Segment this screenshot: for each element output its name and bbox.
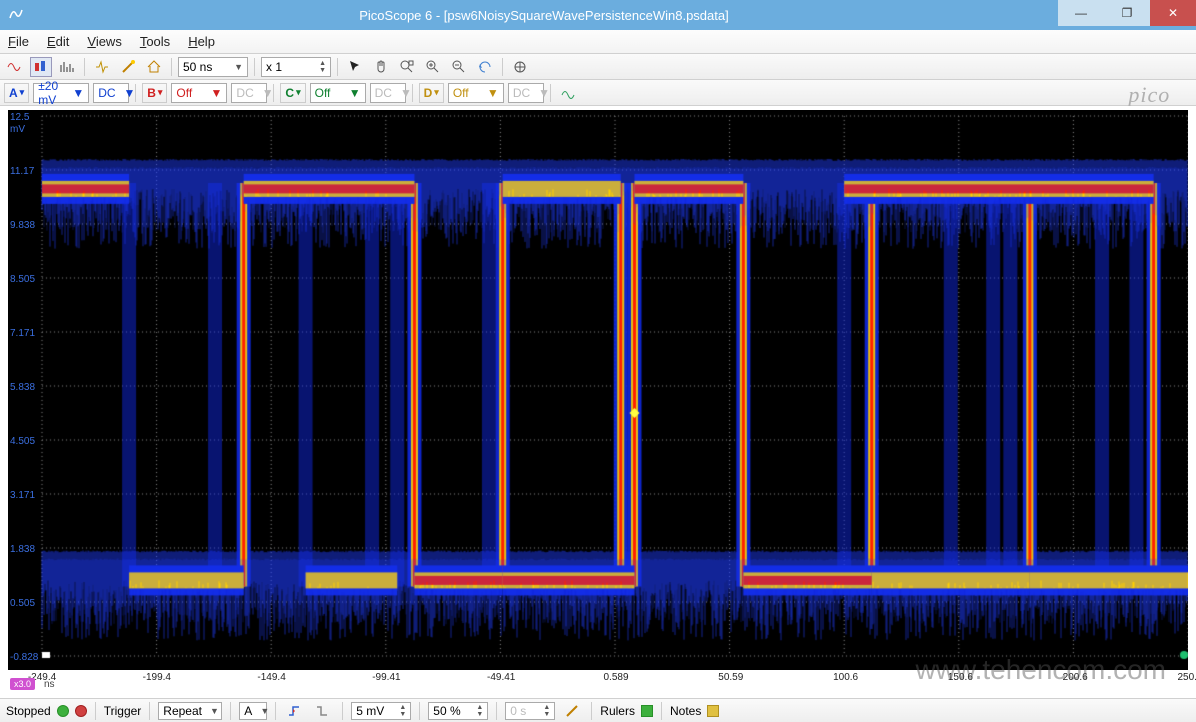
undo-zoom-icon[interactable] [474, 57, 496, 77]
rulers-label: Rulers [600, 704, 635, 718]
trigger-label: Trigger [104, 704, 142, 718]
zoom-box-icon[interactable] [396, 57, 418, 77]
channel-b-range[interactable]: Off▼ [171, 83, 227, 103]
trigger-threshold-spinner[interactable]: 5 mV▲▼ [351, 702, 411, 720]
channel-c-coupling[interactable]: DC▼ [370, 83, 406, 103]
menu-views[interactable]: Views [87, 34, 121, 49]
channel-b-coupling[interactable]: DC▼ [231, 83, 267, 103]
channel-a-range[interactable]: ±20 mV▼ [33, 83, 89, 103]
spectrum-mode-icon[interactable] [56, 57, 78, 77]
channel-d-button[interactable]: D▾ [419, 83, 444, 103]
main-toolbar: 50 ns▼ x 1▲▼ [0, 54, 1196, 80]
notes-label: Notes [670, 704, 701, 718]
marker-icon[interactable] [509, 57, 531, 77]
channels-toolbar: A▾ ±20 mV▼ DC▼ B▾ Off▼ DC▼ C▾ Off▼ DC▼ D… [0, 80, 1196, 106]
zoom-out-icon[interactable] [448, 57, 470, 77]
channel-b-button[interactable]: B▾ [142, 83, 167, 103]
minimize-button[interactable]: — [1058, 0, 1104, 26]
trigger-settings-icon[interactable] [561, 701, 583, 721]
math-channel-icon[interactable] [557, 83, 579, 103]
signal-gen-icon[interactable] [91, 57, 113, 77]
channel-d-range[interactable]: Off▼ [448, 83, 504, 103]
close-button[interactable]: ✕ [1150, 0, 1196, 26]
stop-icon[interactable] [75, 705, 87, 717]
wand-icon[interactable] [117, 57, 139, 77]
menu-help[interactable]: Help [188, 34, 215, 49]
trigger-channel-combo[interactable]: A▼ [239, 702, 267, 720]
falling-edge-icon[interactable] [312, 701, 334, 721]
zoom-in-icon[interactable] [422, 57, 444, 77]
trigger-mode-combo[interactable]: Repeat▼ [158, 702, 222, 720]
scope-display[interactable] [8, 110, 1188, 670]
rulers-icon[interactable] [641, 705, 653, 717]
pretrigger-spinner[interactable]: 50 %▲▼ [428, 702, 488, 720]
titlebar: PicoScope 6 - [psw6NoisySquareWavePersis… [0, 0, 1196, 30]
channel-d-coupling[interactable]: DC▼ [508, 83, 544, 103]
menu-edit[interactable]: Edit [47, 34, 69, 49]
timebase-combo[interactable]: 50 ns▼ [178, 57, 248, 77]
scope-mode-icon[interactable] [4, 57, 26, 77]
channel-c-range[interactable]: Off▼ [310, 83, 366, 103]
maximize-button[interactable]: ❐ [1104, 0, 1150, 26]
x-unit-label: ns [44, 679, 55, 690]
window-title: PicoScope 6 - [psw6NoisySquareWavePersis… [30, 8, 1058, 23]
menubar: File Edit Views Tools Help [0, 30, 1196, 54]
running-status: Stopped [6, 704, 51, 718]
zoom-factor-spinner[interactable]: x 1▲▼ [261, 57, 331, 77]
hand-icon[interactable] [370, 57, 392, 77]
statusbar: Stopped Trigger Repeat▼ A▼ 5 mV▲▼ 50 %▲▼… [0, 698, 1196, 722]
menu-file[interactable]: File [8, 34, 29, 49]
channel-a-button[interactable]: A▾ [4, 83, 29, 103]
home-icon[interactable] [143, 57, 165, 77]
notes-icon[interactable] [707, 705, 719, 717]
zoom-badge: x3.0 [10, 678, 35, 690]
persistence-mode-icon[interactable] [30, 57, 52, 77]
app-icon [8, 6, 24, 25]
trigger-delay-spinner[interactable]: 0 s▲▼ [505, 702, 555, 720]
channel-a-coupling[interactable]: DC▼ [93, 83, 129, 103]
rising-edge-icon[interactable] [284, 701, 306, 721]
channel-c-button[interactable]: C▾ [280, 83, 305, 103]
start-icon[interactable] [57, 705, 69, 717]
pointer-icon[interactable] [344, 57, 366, 77]
menu-tools[interactable]: Tools [140, 34, 170, 49]
